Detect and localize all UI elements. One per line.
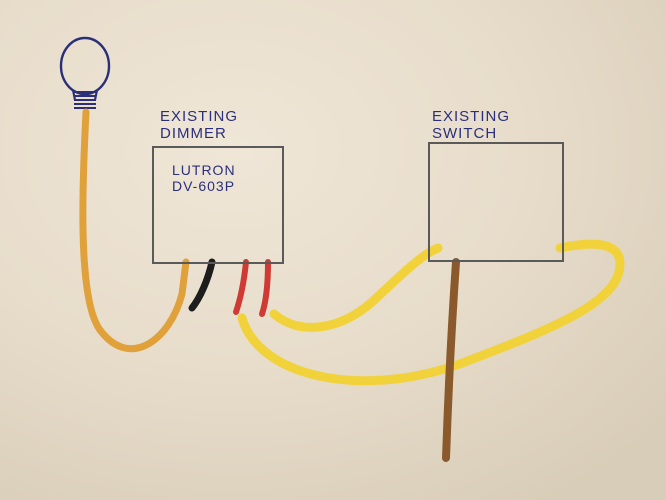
light-bulb-icon <box>61 38 109 108</box>
existing-dimmer-label: EXISTING DIMMER <box>160 108 238 142</box>
red-dimmer-lead-left <box>236 262 246 312</box>
diagram-stage: EXISTING DIMMER EXISTING SWITCH LUTRON D… <box>0 0 666 500</box>
yellow-wire-top <box>274 248 438 327</box>
existing-switch-box <box>428 142 564 262</box>
red-dimmer-lead-right <box>262 262 268 314</box>
black-dimmer-lead <box>192 262 212 308</box>
yellow-wire-bottom <box>242 244 620 381</box>
wires-layer <box>0 0 666 500</box>
brown-switch-lead <box>446 262 456 458</box>
existing-switch-label: EXISTING SWITCH <box>432 108 510 142</box>
dimmer-model-label: LUTRON DV-603P <box>172 162 236 194</box>
